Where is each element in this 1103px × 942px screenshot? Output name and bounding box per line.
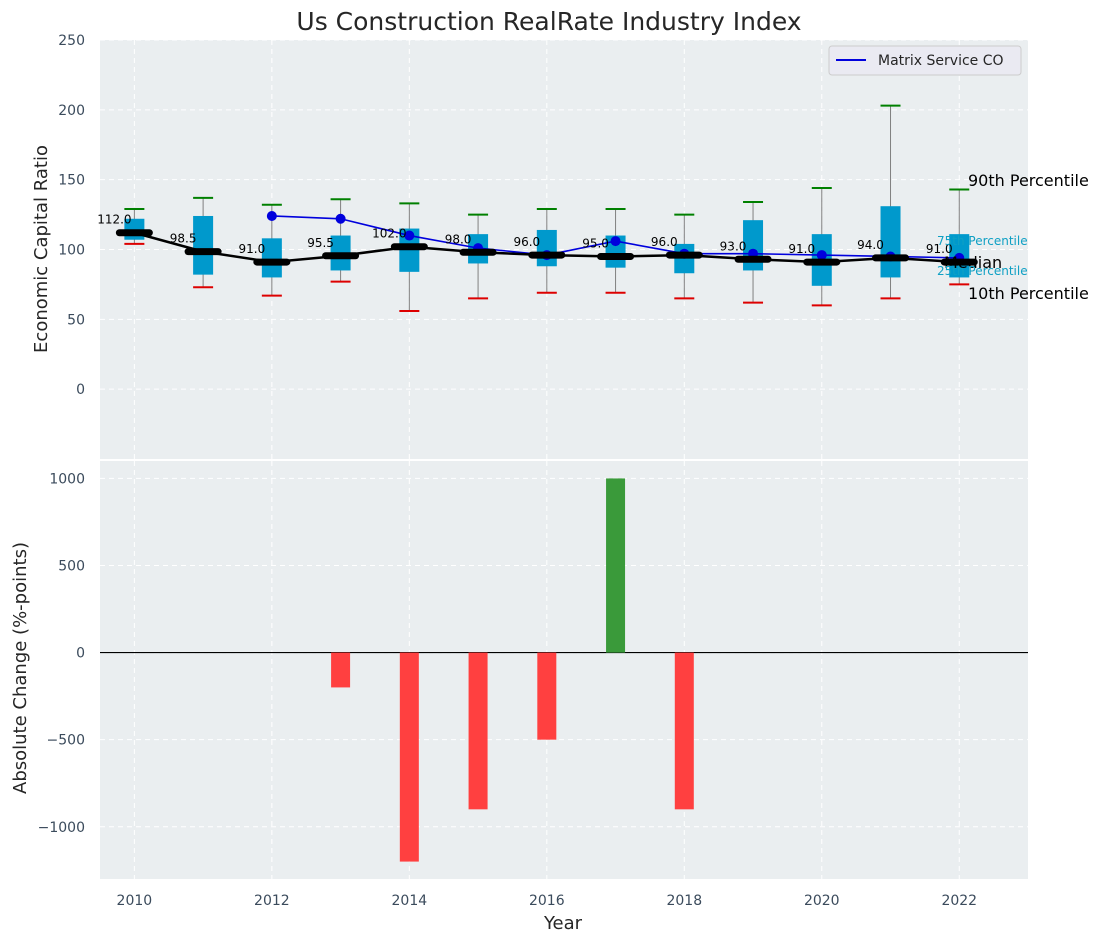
bottom-y-tick-label: 0 <box>76 646 85 662</box>
box <box>193 215 214 275</box>
change-bar <box>468 652 488 810</box>
side-label-p90: 90th Percentile <box>968 171 1089 190</box>
median-value-label: 96.0 <box>651 235 678 249</box>
side-labels: 90th Percentile 75th Percentile Median 2… <box>937 171 1089 303</box>
median-value-label: 91.0 <box>926 242 953 256</box>
x-tick-label: 2018 <box>666 893 702 909</box>
median-value-label: 95.5 <box>307 236 334 250</box>
side-label-median: Median <box>944 253 1002 272</box>
median-value-label: 91.0 <box>788 242 815 256</box>
bottom-panel: −1000 −500 0 500 1000 2010 2012 2014 2016 2018 202… <box>38 461 1028 909</box>
median-value-label: 95.0 <box>582 236 609 250</box>
x-axis-label: Year <box>543 913 583 934</box>
change-bar <box>399 652 419 862</box>
chart-title: Us Construction RealRate Industry Index <box>296 7 801 36</box>
top-y-tick-label: 200 <box>58 103 85 119</box>
legend-label: Matrix Service CO <box>878 53 1004 69</box>
change-bar <box>331 652 351 688</box>
change-bar <box>674 652 694 810</box>
median-value-label: 102.0 <box>372 227 406 241</box>
legend-frame <box>828 45 1022 76</box>
side-label-p10: 10th Percentile <box>968 284 1089 303</box>
top-y-tick-label: 150 <box>58 173 85 189</box>
bottom-y-axis-label: Absolute Change (%-points) <box>10 542 31 794</box>
top-y-tick-label: 0 <box>76 382 85 398</box>
matrix-service-point <box>816 250 827 261</box>
bottom-y-tick-label: −1000 <box>38 820 85 836</box>
median-value-label: 98.5 <box>170 232 197 246</box>
x-tick-label: 2016 <box>529 893 565 909</box>
bottom-y-tick-label: 500 <box>58 559 85 575</box>
bottom-y-tick-label: −500 <box>47 733 85 749</box>
bottom-plot-area <box>100 461 1028 879</box>
median-value-label: 93.0 <box>720 239 747 253</box>
top-y-axis-label: Economic Capital Ratio <box>31 145 52 353</box>
x-tick-label: 2012 <box>254 893 290 909</box>
median-value-label: 91.0 <box>238 242 265 256</box>
matrix-service-point <box>610 236 621 247</box>
top-y-tick-label: 50 <box>67 312 85 328</box>
side-label-q1: 25th Percentile <box>937 264 1028 278</box>
top-y-tick-label: 100 <box>58 243 85 259</box>
median-value-label: 96.0 <box>513 235 540 249</box>
x-tick-label: 2020 <box>804 893 840 909</box>
matrix-service-point <box>266 210 277 221</box>
change-bar <box>537 652 557 740</box>
box <box>261 238 282 278</box>
median-value-label: 98.0 <box>445 232 472 246</box>
top-panel: 0 50 100 150 200 250 112.0 98.5 91.0 95.5 102.0 98.… <box>58 33 1028 459</box>
bottom-y-tick-label: 1000 <box>49 471 85 487</box>
x-tick-label: 2010 <box>117 893 153 909</box>
x-tick-label: 2014 <box>392 893 428 909</box>
top-y-tick-label: 250 <box>58 33 85 49</box>
median-value-label: 112.0 <box>97 213 131 227</box>
x-tick-label: 2022 <box>941 893 977 909</box>
legend: Matrix Service CO <box>828 45 1022 76</box>
change-bar <box>606 478 626 653</box>
side-label-q3: 75th Percentile <box>937 234 1028 248</box>
matrix-service-point <box>335 213 346 224</box>
median-value-label: 94.0 <box>857 238 884 252</box>
matrix-service-point <box>404 230 415 241</box>
